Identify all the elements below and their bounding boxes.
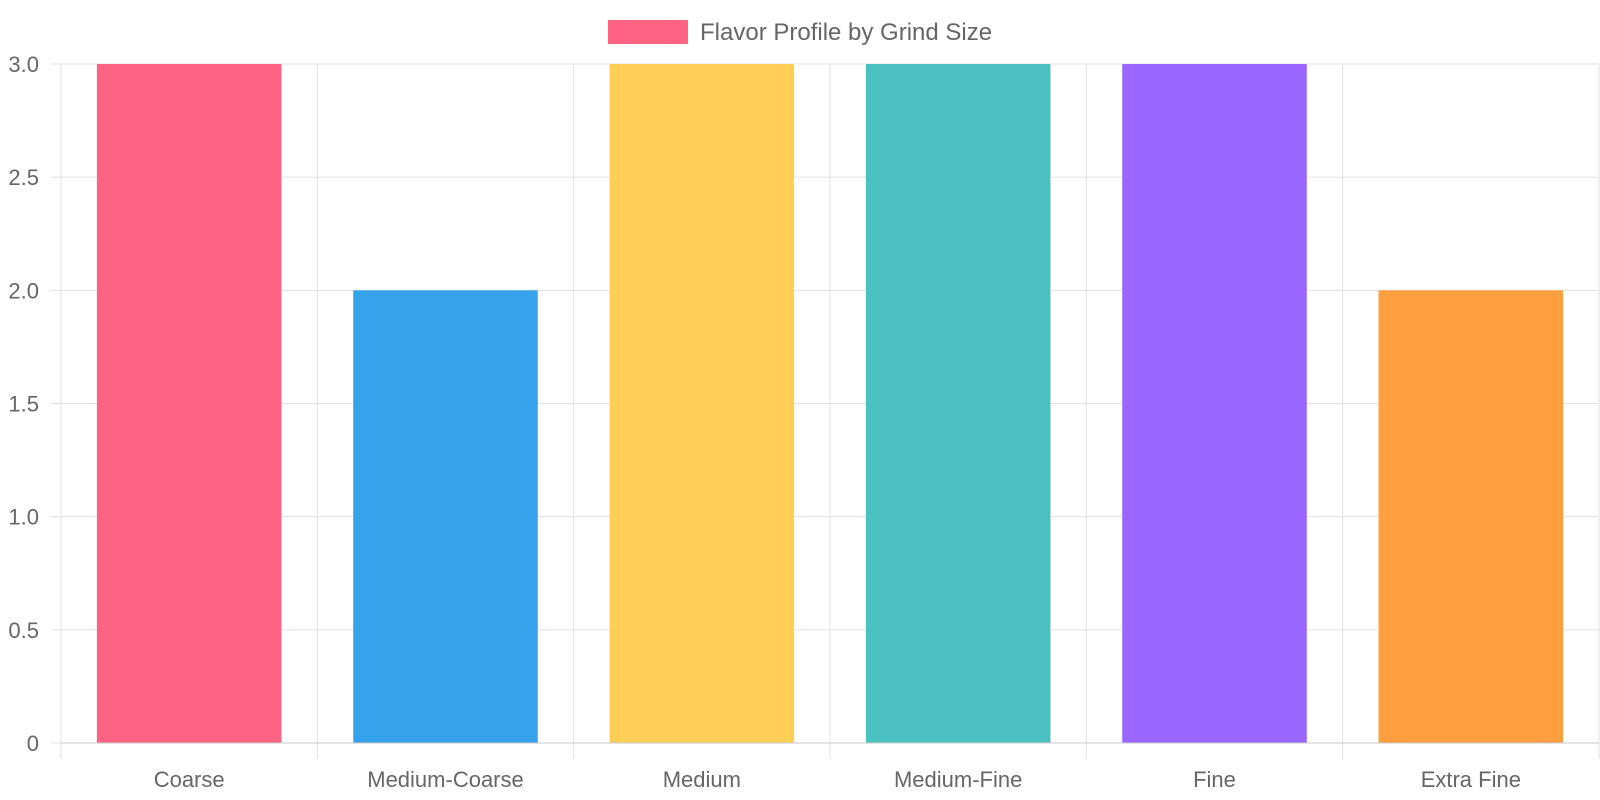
x-tick-label: Coarse [154,767,225,792]
legend-swatch [608,20,688,44]
bar-extra-fine[interactable] [1378,290,1564,743]
bars-group [96,64,1564,743]
x-axis: Coarse Medium-Coarse Medium Medium-Fine Fine… [61,742,1599,792]
y-tick-label: 2.0 [8,278,39,303]
y-tick-label: 1.0 [8,505,39,530]
bar-medium[interactable] [609,64,795,743]
bar-medium-fine[interactable] [865,64,1051,743]
chart-grid [51,63,1600,759]
x-tick-label: Medium-Fine [894,767,1022,792]
x-tick-label: Extra Fine [1421,767,1521,792]
legend-label: Flavor Profile by Grind Size [700,19,992,46]
y-tick-label: 0.5 [8,618,39,643]
y-tick-label: 2.5 [8,165,39,190]
chart-legend[interactable]: Flavor Profile by Grind Size [608,19,992,46]
bar-medium-coarse[interactable] [353,290,538,743]
x-tick-label: Fine [1193,767,1236,792]
bar-coarse[interactable] [96,64,282,743]
y-tick-label: 0 [27,731,39,756]
y-axis: 0 0.5 1.0 1.5 2.0 2.5 3.0 [8,52,39,756]
y-tick-label: 1.5 [8,392,39,417]
y-tick-label: 3.0 [8,52,39,77]
x-tick-label: Medium-Coarse [367,767,524,792]
bar-fine[interactable] [1122,64,1307,743]
x-tick-label: Medium [663,767,741,792]
